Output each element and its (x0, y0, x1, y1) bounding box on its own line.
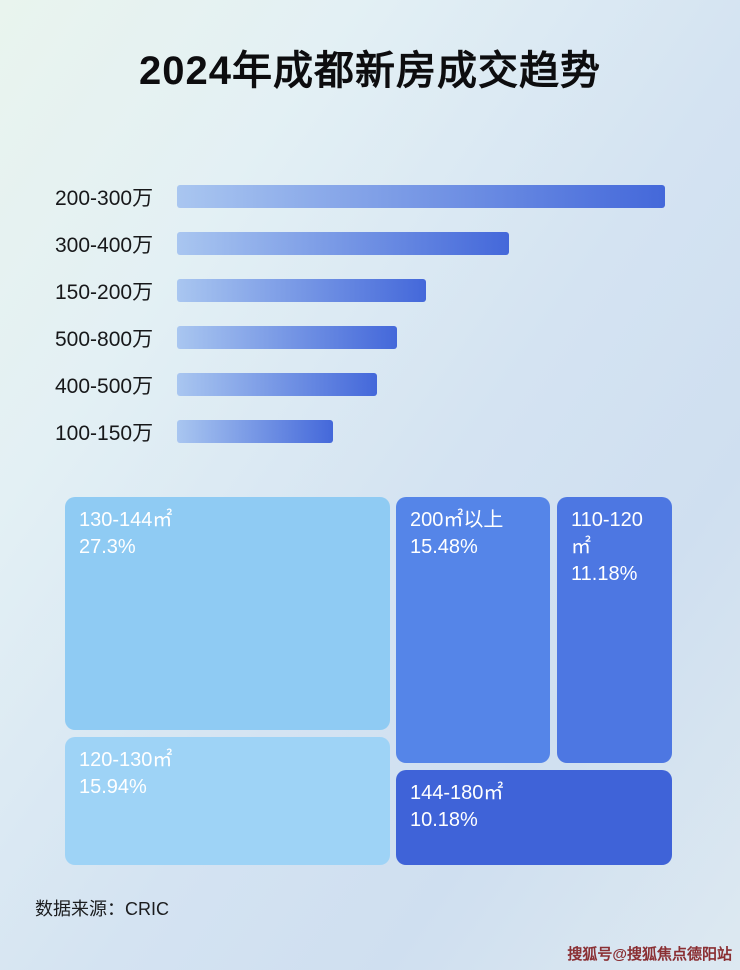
bar-row: 100-150万 (55, 408, 665, 455)
treemap-label: 144-180㎡ (410, 782, 504, 804)
treemap-label: 110-120㎡ (571, 509, 643, 558)
bar-fill (177, 279, 426, 302)
bar-row: 300-400万 (55, 220, 665, 267)
price-bar-chart: 200-300万 300-400万 150-200万 500-800万 400-… (55, 173, 665, 455)
treemap-label: 130-144㎡ (79, 509, 173, 531)
bar-track (177, 326, 665, 349)
bar-track (177, 185, 665, 208)
bar-track (177, 420, 665, 443)
treemap-block-200-plus: 200㎡以上 15.48% (396, 497, 550, 763)
treemap-value: 11.18% (571, 563, 638, 585)
treemap-block-120-130: 120-130㎡ 15.94% (65, 737, 390, 865)
treemap-value: 15.48% (410, 536, 478, 558)
bar-fill (177, 420, 334, 443)
bar-row: 400-500万 (55, 361, 665, 408)
treemap-value: 15.94% (79, 776, 147, 798)
page-title: 2024年成都新房成交趋势 (139, 49, 601, 93)
treemap-label: 120-130㎡ (79, 749, 173, 771)
treemap-value: 10.18% (410, 809, 478, 831)
bar-label: 150-200万 (55, 280, 154, 304)
bar-fill (177, 185, 665, 208)
bar-label: 200-300万 (55, 186, 154, 210)
bar-fill (177, 232, 509, 255)
bar-track (177, 373, 665, 396)
bar-label: 100-150万 (55, 421, 154, 445)
bar-fill (177, 326, 397, 349)
data-source: 数据来源：CRIC (35, 899, 169, 919)
bar-row: 500-800万 (55, 314, 665, 361)
treemap-label: 200㎡以上 (410, 509, 504, 531)
treemap-value: 27.3% (79, 536, 136, 558)
treemap-block-110-120: 110-120㎡ 11.18% (557, 497, 672, 763)
bar-row: 200-300万 (55, 173, 665, 220)
watermark: 搜狐号@搜狐焦点德阳站 (567, 946, 732, 963)
treemap-block-130-144: 130-144㎡ 27.3% (65, 497, 390, 730)
bar-label: 300-400万 (55, 233, 154, 257)
bar-row: 150-200万 (55, 267, 665, 314)
bar-fill (177, 373, 378, 396)
area-treemap: 130-144㎡ 27.3% 200㎡以上 15.48% 110-120㎡ 11… (65, 497, 672, 865)
bar-track (177, 232, 665, 255)
bar-label: 400-500万 (55, 374, 154, 398)
bar-track (177, 279, 665, 302)
bar-label: 500-800万 (55, 327, 154, 351)
treemap-block-144-180: 144-180㎡ 10.18% (396, 770, 672, 865)
